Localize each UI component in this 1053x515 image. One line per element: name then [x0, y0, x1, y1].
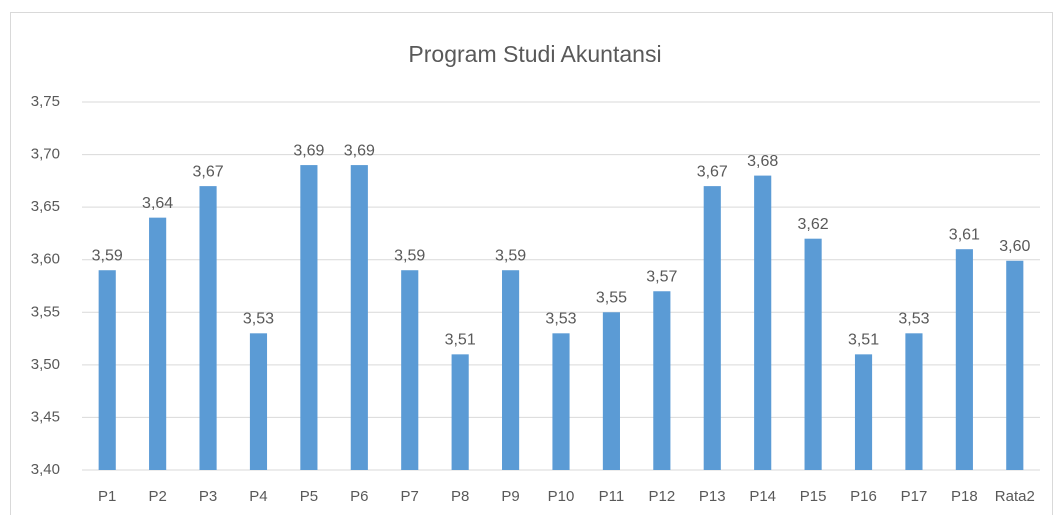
- x-tick-label: P13: [699, 488, 726, 505]
- x-tick-label: P12: [648, 488, 675, 505]
- bar: [1006, 260, 1024, 470]
- x-tick-label: P16: [850, 488, 877, 505]
- data-label: 3,62: [798, 216, 829, 233]
- data-label: 3,67: [697, 163, 728, 180]
- chart-frame: [10, 12, 1053, 515]
- bar: [149, 217, 167, 470]
- y-tick-label: 3,65: [31, 198, 60, 215]
- data-label: 3,59: [394, 247, 425, 264]
- data-label: 3,59: [92, 247, 123, 264]
- data-label: 3,57: [646, 268, 677, 285]
- y-tick-label: 3,45: [31, 408, 60, 425]
- data-label: 3,67: [192, 163, 223, 180]
- data-label: 3,69: [293, 142, 324, 159]
- x-tick-label: P15: [800, 488, 827, 505]
- bar: [350, 165, 368, 471]
- bar: [552, 333, 570, 470]
- bar: [905, 333, 923, 470]
- x-tick-label: P1: [98, 488, 116, 505]
- data-label: 3,59: [495, 247, 526, 264]
- x-tick-label: P3: [199, 488, 217, 505]
- x-tick-label: P6: [350, 488, 368, 505]
- x-tick-label: P10: [548, 488, 575, 505]
- x-tick-label: P11: [599, 488, 625, 505]
- bar: [804, 238, 822, 470]
- data-label: 3,60: [999, 238, 1030, 255]
- data-label: 3,53: [243, 311, 274, 328]
- x-tick-label: P8: [451, 488, 469, 505]
- data-label: 3,61: [949, 226, 980, 243]
- y-tick-label: 3,60: [31, 251, 60, 268]
- x-tick-label: P9: [501, 488, 519, 505]
- y-tick-label: 3,40: [31, 461, 60, 478]
- x-tick-label: P18: [951, 488, 978, 505]
- data-label: 3,55: [596, 290, 627, 307]
- data-label: 3,53: [898, 311, 929, 328]
- data-label: 3,51: [848, 332, 879, 349]
- bar: [955, 249, 973, 470]
- bar: [653, 291, 671, 470]
- bar: [249, 333, 268, 470]
- data-label: 3,51: [445, 332, 476, 349]
- bar: [401, 270, 419, 470]
- y-tick-label: 3,50: [31, 356, 60, 373]
- x-tick-label: P4: [249, 488, 267, 505]
- bar: [502, 270, 520, 470]
- x-tick-label: P17: [901, 488, 928, 505]
- bar: [300, 165, 318, 471]
- x-tick-label: P7: [401, 488, 419, 505]
- x-tick-label: P14: [749, 488, 776, 505]
- data-label: 3,68: [747, 153, 778, 170]
- data-label: 3,64: [142, 195, 173, 212]
- bar: [754, 175, 772, 470]
- bar: [199, 186, 217, 470]
- chart-title: Program Studi Akuntansi: [408, 41, 661, 67]
- x-tick-label: Rata2: [995, 488, 1035, 505]
- bar: [602, 312, 620, 470]
- x-tick-label: P2: [148, 488, 166, 505]
- y-tick-label: 3,75: [31, 93, 60, 110]
- y-tick-label: 3,70: [31, 146, 60, 163]
- bar: [854, 354, 873, 470]
- x-tick-label: P5: [300, 488, 318, 505]
- bar: [451, 354, 469, 470]
- bar: [703, 186, 721, 470]
- bar: [98, 270, 116, 470]
- data-label: 3,53: [545, 311, 576, 328]
- y-tick-label: 3,55: [31, 303, 60, 320]
- data-label: 3,69: [344, 142, 375, 159]
